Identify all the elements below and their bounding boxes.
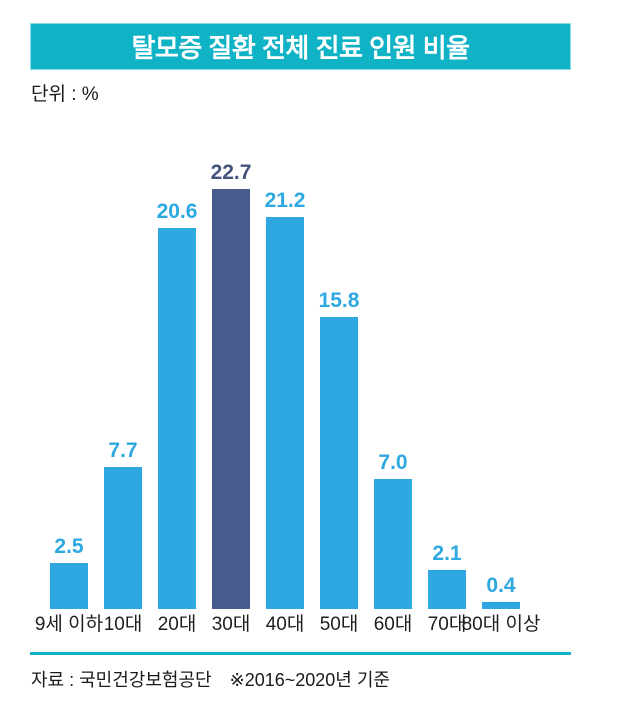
chart-column: 7.7 10대 xyxy=(96,141,150,641)
bar-value-label: 15.8 xyxy=(318,289,360,312)
bar xyxy=(320,317,358,609)
axis-label: 9세 이하 xyxy=(34,614,104,635)
bar-value-label: 2.1 xyxy=(432,542,462,565)
bar-value-label: 21.2 xyxy=(264,189,306,212)
chart-column: 15.8 50대 xyxy=(312,141,366,641)
footer: 자료 : 국민건강보험공단 ※2016~2020년 기준 xyxy=(31,666,390,692)
chart-column: 21.2 40대 xyxy=(258,141,312,641)
bar xyxy=(212,189,250,609)
axis-label: 60대 xyxy=(373,614,413,635)
bar-value-label: 2.5 xyxy=(54,535,84,558)
bar-value-label: 7.0 xyxy=(378,451,408,474)
axis-label: 10대 xyxy=(103,614,143,635)
footer-separator-line xyxy=(30,652,571,655)
axis-label: 70대 xyxy=(427,614,467,635)
bar xyxy=(482,602,520,609)
source-text: 자료 : 국민건강보험공단 xyxy=(31,670,212,690)
bar-chart: 2.5 9세 이하 7.7 10대 20.6 20대 22.7 30대 21.2 40대 15.8 5… xyxy=(35,141,541,641)
chart-title: 탈모증 질환 전체 진료 인원 비율 xyxy=(131,33,470,63)
bar-value-label: 22.7 xyxy=(210,161,252,184)
unit-label: 단위 : % xyxy=(31,84,99,105)
axis-label: 80대 이상 xyxy=(461,614,541,635)
basis-note-text: ※2016~2020년 기준 xyxy=(229,670,390,690)
chart-column: 0.4 80대 이상 xyxy=(462,141,541,641)
bar xyxy=(374,479,412,609)
chart-column: 7.0 60대 xyxy=(366,141,420,641)
bar-value-label: 7.7 xyxy=(108,439,138,462)
bar xyxy=(104,467,142,609)
axis-label: 20대 xyxy=(157,614,197,635)
bar xyxy=(50,563,88,609)
chart-column: 20.6 20대 xyxy=(150,141,204,641)
bar-value-label: 0.4 xyxy=(486,574,516,597)
chart-title-banner: 탈모증 질환 전체 진료 인원 비율 xyxy=(30,23,571,70)
chart-column: 2.5 9세 이하 xyxy=(35,141,103,641)
bar-value-label: 20.6 xyxy=(156,200,198,223)
bar xyxy=(428,570,466,609)
axis-label: 40대 xyxy=(265,614,305,635)
axis-label: 50대 xyxy=(319,614,359,635)
bar xyxy=(158,228,196,609)
bar xyxy=(266,217,304,609)
chart-column: 22.7 30대 xyxy=(204,141,258,641)
axis-label: 30대 xyxy=(211,614,251,635)
chart-column: 2.1 70대 xyxy=(420,141,474,641)
